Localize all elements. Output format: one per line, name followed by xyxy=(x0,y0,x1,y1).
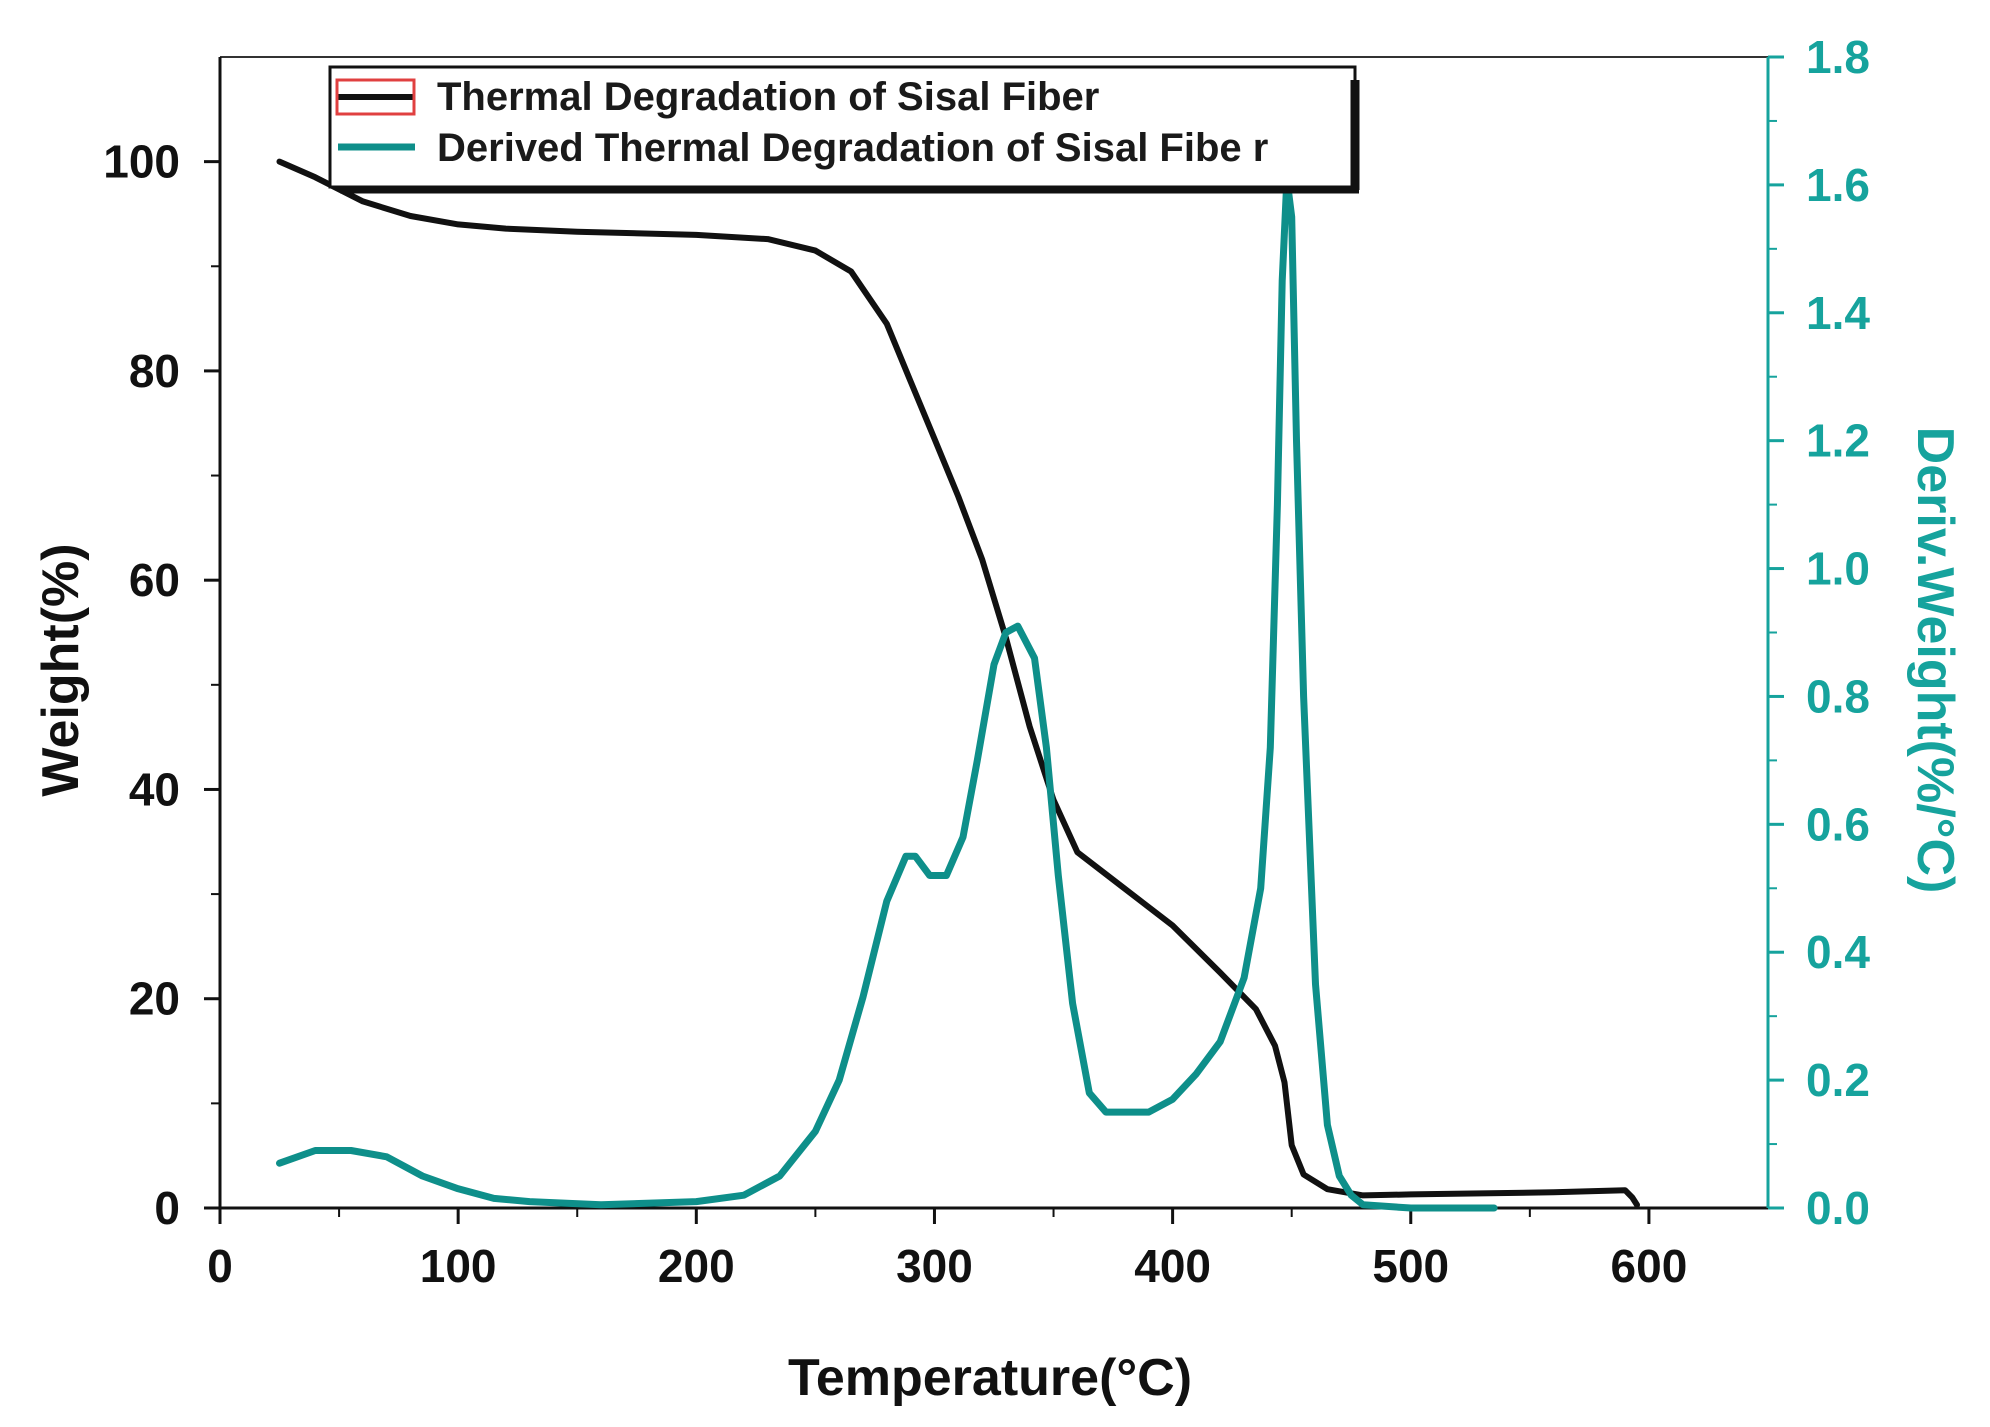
y2-axis-ticks: 0.0 0.2 0.4 0.6 0.8 1.0 1.2 1.4 1.6 1.8 xyxy=(1768,31,1870,1234)
x-tick-label: 200 xyxy=(658,1240,735,1292)
y-tick-label: 20 xyxy=(129,973,180,1025)
tg-curve xyxy=(276,158,1640,1208)
y-axis-ticks: 0 20 40 60 80 100 xyxy=(103,136,220,1234)
y2-tick-label: 0.6 xyxy=(1806,798,1870,850)
legend-tg-marker xyxy=(335,78,416,116)
dtg-curve xyxy=(276,175,1498,1212)
y2-tick-label: 0.4 xyxy=(1806,926,1870,978)
legend: Thermal Degradation of Sisal Fiber Derive… xyxy=(328,65,1360,194)
x-tick-label: 0 xyxy=(207,1240,233,1292)
x-tick-label: 400 xyxy=(1134,1240,1211,1292)
series-layer xyxy=(276,158,1640,1212)
x-tick-label: 500 xyxy=(1372,1240,1449,1292)
legend-box xyxy=(328,65,1357,189)
x-axis-ticks: 0 100 200 300 400 500 600 xyxy=(207,1208,1687,1292)
y-tick-label: 0 xyxy=(154,1182,180,1234)
y-tick-label: 40 xyxy=(129,763,180,815)
x-axis-title: Temperature(°C) xyxy=(788,1349,1192,1407)
y-tick-label: 60 xyxy=(129,554,180,606)
legend-tg-label: Thermal Degradation of Sisal Fiber xyxy=(437,75,1099,119)
y-axis-title: Weight(%) xyxy=(32,543,90,796)
legend-dtg-label: Derived Thermal Degradation of Sisal Fib… xyxy=(437,126,1268,170)
y2-tick-label: 0.8 xyxy=(1806,670,1870,722)
y2-tick-label: 1.4 xyxy=(1806,287,1870,339)
y2-tick-label: 1.0 xyxy=(1806,543,1870,595)
y2-tick-label: 0.0 xyxy=(1806,1182,1870,1234)
y2-tick-label: 1.6 xyxy=(1806,159,1870,211)
y2-tick-label: 0.2 xyxy=(1806,1054,1870,1106)
y-tick-label: 100 xyxy=(103,136,180,188)
x-tick-label: 600 xyxy=(1611,1240,1688,1292)
y-tick-label: 80 xyxy=(129,345,180,397)
y2-tick-label: 1.2 xyxy=(1806,415,1870,467)
y2-tick-label: 1.8 xyxy=(1806,31,1870,83)
y2-axis-title: Deriv.Weight(%/°C) xyxy=(1906,427,1964,894)
x-tick-label: 100 xyxy=(420,1240,497,1292)
x-tick-label: 300 xyxy=(896,1240,973,1292)
